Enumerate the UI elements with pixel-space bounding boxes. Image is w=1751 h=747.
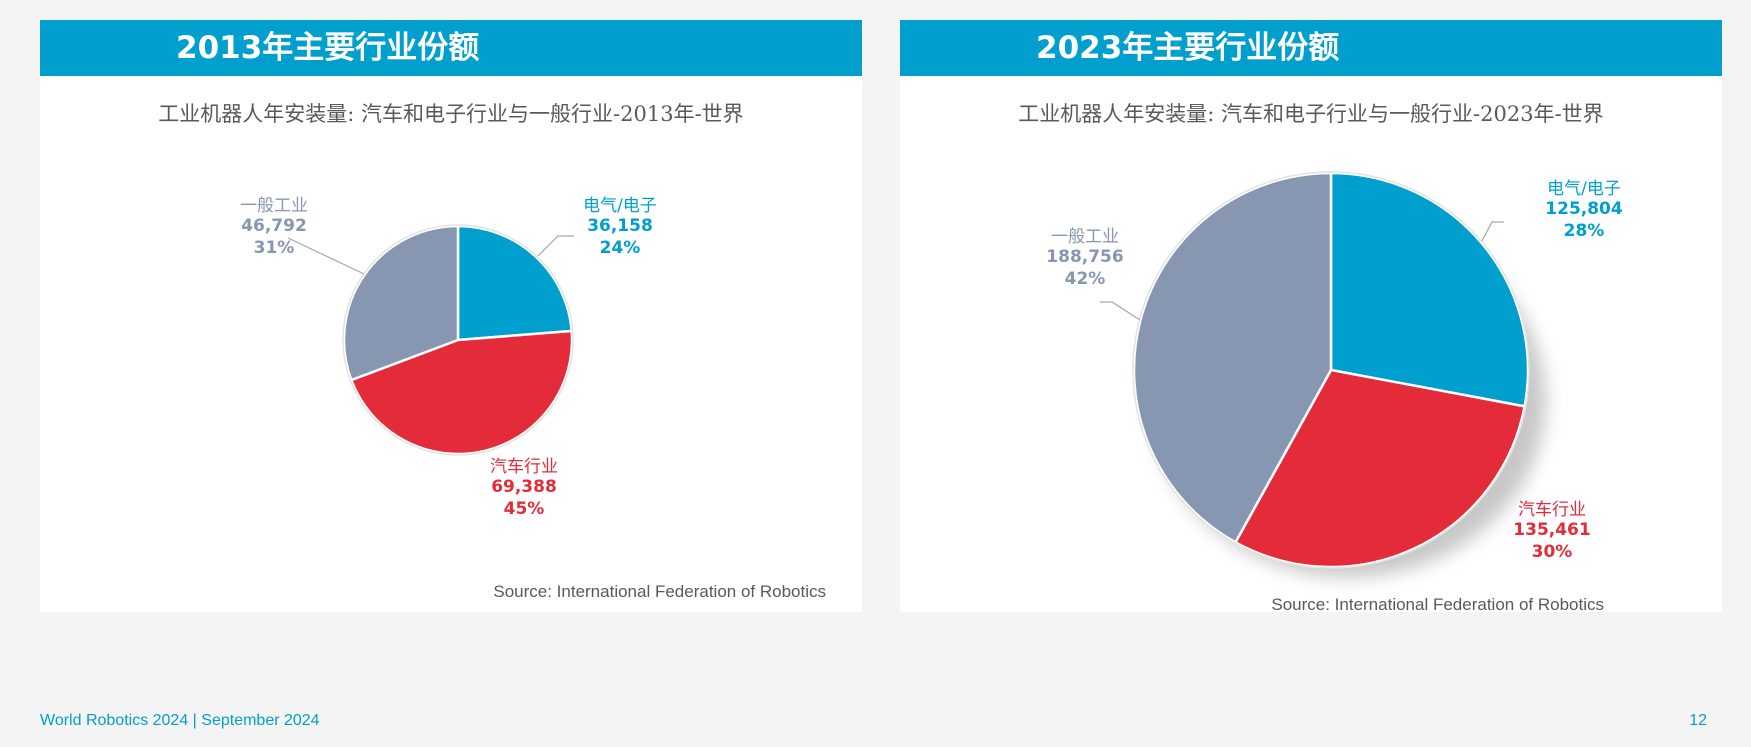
slice-label-value: 135,461 [1513,520,1590,540]
slice-label-name: 电气/电子 [1547,179,1621,199]
pie-slice [456,224,573,342]
slice-label: 一般工业 46,792 31% [240,196,308,258]
slice-label-percent: 28% [1564,221,1605,241]
leader-line [537,235,574,257]
slice-label-name: 汽车行业 [490,457,558,477]
slice-label-percent: 42% [1065,269,1106,289]
chart-panel-2023: 2023年主要行业份额 工业机器人年安装量: 汽车和电子行业与一般行业-2023… [900,20,1722,614]
leader-line [1481,221,1504,242]
banner-2013: 2013年主要行业份额 [40,20,862,76]
pie-chart-2023: 电气/电子 125,804 28% 汽车行业 135,461 30% 一般工业 188,756… [1046,171,1623,578]
slice-label-percent: 30% [1532,542,1573,562]
chart-title-2023: 工业机器人年安装量: 汽车和电子行业与一般行业-2023年-世界 [1018,102,1604,126]
pie-outline [1132,171,1530,569]
slice-label: 汽车行业 69,388 45% [490,457,558,519]
chart-title-2013: 工业机器人年安装量: 汽车和电子行业与一般行业-2013年-世界 [158,102,744,126]
slice-label-value: 36,158 [587,216,653,236]
chart-panel-2013: 2013年主要行业份额 工业机器人年安装量: 汽车和电子行业与一般行业-2013… [40,20,862,612]
slice-label: 一般工业 188,756 42% [1046,227,1123,289]
slice-label-value: 46,792 [241,216,307,236]
pie-slice [342,224,460,382]
leader-line [287,237,365,275]
slice-label-value: 69,388 [491,477,557,497]
footer-page-number: 12 [1689,712,1707,729]
slice-label: 汽车行业 135,461 30% [1513,500,1590,562]
slice-label-value: 125,804 [1545,199,1623,219]
slice-label: 电气/电子 125,804 28% [1545,179,1623,241]
slice-label-name: 电气/电子 [583,196,657,216]
slice-label-name: 汽车行业 [1518,500,1586,520]
leader-line [1100,301,1141,321]
slice-label: 电气/电子 36,158 24% [583,196,657,258]
pie-slice [1329,171,1530,408]
source-2023: Source: International Federation of Robo… [1271,595,1604,614]
slice-label-percent: 31% [254,238,295,258]
pie-chart-2013: 电气/电子 36,158 24% 汽车行业 69,388 45% 一般工业 46,792 31% [240,196,657,519]
slice-label-name: 一般工业 [240,196,308,216]
pie-slice [1132,171,1333,545]
slice-label-value: 188,756 [1046,247,1123,267]
footer-report-name: World Robotics 2024 | September 2024 [40,712,320,729]
slice-label-percent: 24% [600,238,641,258]
slice-label-percent: 45% [504,499,545,519]
pie-slice [349,329,574,456]
pie-slice [1233,368,1527,569]
banner-2023: 2023年主要行业份额 [900,20,1722,76]
slice-label-name: 一般工业 [1051,227,1119,247]
pie-outline [342,224,574,456]
source-2013: Source: International Federation of Robo… [493,582,826,601]
